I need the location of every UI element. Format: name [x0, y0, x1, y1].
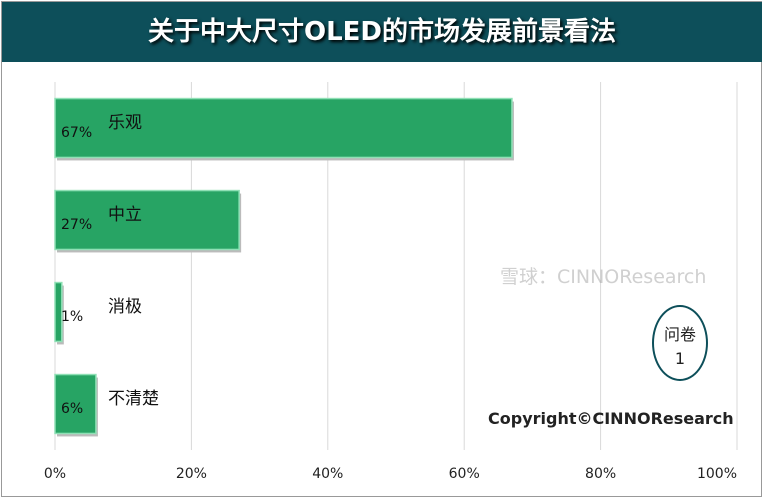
- x-tick-label: 0%: [44, 466, 66, 482]
- category-label: 消极: [108, 297, 142, 317]
- survey-badge: 问卷 1: [652, 305, 708, 381]
- chart-title: 关于中大尺寸OLED的市场发展前景看法: [2, 2, 762, 62]
- category-label: 中立: [108, 205, 142, 225]
- badge-label: 问卷: [663, 325, 696, 344]
- x-tick-label: 60%: [449, 466, 480, 482]
- data-label: 6%: [61, 401, 83, 417]
- category-label: 不清楚: [108, 389, 159, 409]
- bar: [54, 373, 97, 435]
- bar: [54, 189, 240, 251]
- x-tick-label: 20%: [176, 466, 207, 482]
- x-tick-label: 80%: [585, 466, 616, 482]
- bar: [54, 281, 63, 343]
- data-label: 1%: [61, 309, 83, 325]
- copyright-text: Copyright©CINNOResearch: [488, 409, 734, 428]
- category-label: 乐观: [108, 113, 142, 133]
- badge-number: 1: [674, 349, 686, 368]
- data-label: 27%: [61, 217, 92, 233]
- data-label: 67%: [61, 125, 92, 141]
- bar: [54, 97, 513, 159]
- x-tick-label: 40%: [312, 466, 343, 482]
- watermark: 雪球：CINNOResearch: [500, 266, 707, 288]
- x-tick-label: 100%: [697, 466, 737, 482]
